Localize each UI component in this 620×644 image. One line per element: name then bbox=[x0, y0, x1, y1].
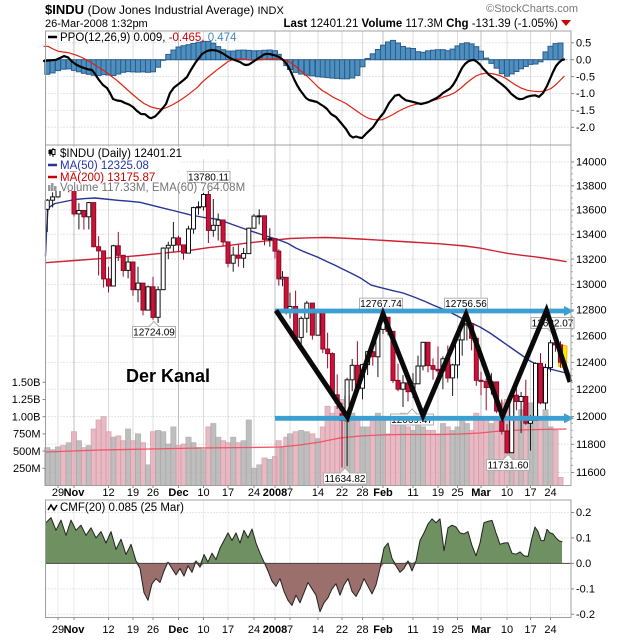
svg-text:12: 12 bbox=[102, 624, 114, 636]
svg-text:13200: 13200 bbox=[576, 254, 607, 266]
svg-text:2008: 2008 bbox=[263, 624, 287, 636]
svg-text:28: 28 bbox=[356, 487, 368, 499]
svg-text:14: 14 bbox=[312, 487, 324, 499]
svg-text:-0.2: -0.2 bbox=[576, 609, 595, 621]
svg-text:17: 17 bbox=[222, 487, 234, 499]
svg-text:12200: 12200 bbox=[576, 384, 607, 396]
svg-text:13800: 13800 bbox=[576, 181, 607, 193]
svg-text:29: 29 bbox=[52, 624, 64, 636]
svg-text:0.0: 0.0 bbox=[576, 558, 591, 570]
svg-text:13400: 13400 bbox=[576, 229, 607, 241]
svg-text:29: 29 bbox=[52, 487, 64, 499]
svg-text:14: 14 bbox=[312, 624, 324, 636]
svg-text:-1.0: -1.0 bbox=[576, 88, 595, 100]
svg-text:MA(50) 12325.08: MA(50) 12325.08 bbox=[60, 160, 149, 172]
svg-text:13600: 13600 bbox=[576, 205, 607, 217]
svg-text:14000: 14000 bbox=[576, 157, 607, 169]
svg-text:19: 19 bbox=[432, 487, 444, 499]
svg-text:10: 10 bbox=[501, 487, 513, 499]
svg-text:17: 17 bbox=[524, 487, 536, 499]
svg-text:250M: 250M bbox=[13, 463, 41, 475]
svg-text:750M: 750M bbox=[13, 429, 41, 441]
svg-text:Dec: Dec bbox=[168, 487, 188, 499]
svg-text:12724.09: 12724.09 bbox=[133, 328, 175, 339]
svg-text:©StockCharts.com: ©StockCharts.com bbox=[486, 3, 578, 15]
svg-text:24: 24 bbox=[248, 624, 260, 636]
svg-text:Volume 117.33M, EMA(60) 764.08: Volume 117.33M, EMA(60) 764.08M bbox=[60, 182, 245, 194]
svg-text:500M: 500M bbox=[13, 446, 41, 458]
svg-text:Feb: Feb bbox=[373, 487, 393, 499]
svg-text:24: 24 bbox=[544, 624, 556, 636]
svg-text:17: 17 bbox=[222, 624, 234, 636]
svg-text:-1.5: -1.5 bbox=[576, 105, 595, 117]
svg-text:0.5: 0.5 bbox=[576, 38, 591, 50]
svg-text:24: 24 bbox=[248, 487, 260, 499]
svg-text:10: 10 bbox=[197, 487, 209, 499]
svg-text:12800: 12800 bbox=[576, 305, 607, 317]
svg-text:11731.60: 11731.60 bbox=[488, 461, 529, 472]
svg-text:26-Mar-2008 1:32pm: 26-Mar-2008 1:32pm bbox=[45, 18, 148, 30]
svg-text:1.50B: 1.50B bbox=[12, 377, 41, 389]
svg-text:22: 22 bbox=[336, 487, 348, 499]
svg-text:11: 11 bbox=[407, 487, 418, 499]
svg-text:0.0: 0.0 bbox=[576, 54, 591, 66]
svg-text:13000: 13000 bbox=[576, 279, 607, 291]
svg-text:10: 10 bbox=[501, 624, 513, 636]
svg-text:-0.1: -0.1 bbox=[576, 584, 595, 596]
svg-text:28: 28 bbox=[356, 624, 368, 636]
svg-text:Feb: Feb bbox=[373, 624, 393, 636]
svg-text:25: 25 bbox=[451, 487, 463, 499]
svg-text:10: 10 bbox=[197, 624, 209, 636]
svg-text:-2.0: -2.0 bbox=[576, 122, 595, 134]
svg-text:Last 12401.21 Volume 117.3M Ch: Last 12401.21 Volume 117.3M Chg -131.39 … bbox=[284, 18, 559, 30]
svg-text:12400: 12400 bbox=[576, 357, 607, 369]
svg-text:12: 12 bbox=[102, 487, 114, 499]
svg-text:Dec: Dec bbox=[168, 624, 188, 636]
svg-text:-0.5: -0.5 bbox=[576, 71, 595, 83]
svg-text:7: 7 bbox=[287, 487, 293, 499]
svg-text:Nov: Nov bbox=[64, 487, 86, 499]
svg-text:12767.74: 12767.74 bbox=[360, 299, 402, 310]
svg-text:19: 19 bbox=[432, 624, 444, 636]
svg-text:Der Kanal: Der Kanal bbox=[126, 366, 210, 386]
svg-text:17: 17 bbox=[524, 624, 536, 636]
svg-text:$INDU (Dow Jones Industrial Av: $INDU (Dow Jones Industrial Average) IND… bbox=[45, 2, 284, 17]
svg-text:25: 25 bbox=[451, 624, 463, 636]
svg-text:26: 26 bbox=[147, 487, 159, 499]
svg-text:Nov: Nov bbox=[64, 624, 86, 636]
svg-text:11634.82: 11634.82 bbox=[325, 474, 366, 485]
svg-text:1.25B: 1.25B bbox=[12, 394, 41, 406]
svg-text:22: 22 bbox=[336, 624, 348, 636]
svg-text:Mar: Mar bbox=[471, 487, 491, 499]
svg-text:11600: 11600 bbox=[576, 467, 606, 479]
svg-text:Mar: Mar bbox=[471, 624, 491, 636]
svg-text:0.2: 0.2 bbox=[576, 507, 591, 519]
svg-text:26: 26 bbox=[147, 624, 159, 636]
svg-text:7: 7 bbox=[287, 624, 293, 636]
svg-text:2008: 2008 bbox=[263, 487, 287, 499]
svg-text:CMF(20) 0.085 (25 Mar): CMF(20) 0.085 (25 Mar) bbox=[60, 502, 184, 514]
svg-text:11800: 11800 bbox=[576, 439, 606, 451]
svg-text:12000: 12000 bbox=[576, 411, 607, 423]
svg-text:12600: 12600 bbox=[576, 331, 607, 343]
svg-text:11: 11 bbox=[407, 624, 418, 636]
svg-text:PPO(12,26,9) 0.009, -0.465, 0.: PPO(12,26,9) 0.009, -0.465, 0.474 bbox=[60, 32, 237, 44]
svg-text:19: 19 bbox=[127, 624, 139, 636]
svg-text:0.1: 0.1 bbox=[576, 533, 591, 545]
svg-text:19: 19 bbox=[127, 487, 139, 499]
svg-text:24: 24 bbox=[544, 487, 556, 499]
svg-text:$INDU (Daily) 12401.21: $INDU (Daily) 12401.21 bbox=[60, 148, 182, 160]
svg-text:1.00B: 1.00B bbox=[12, 411, 41, 423]
